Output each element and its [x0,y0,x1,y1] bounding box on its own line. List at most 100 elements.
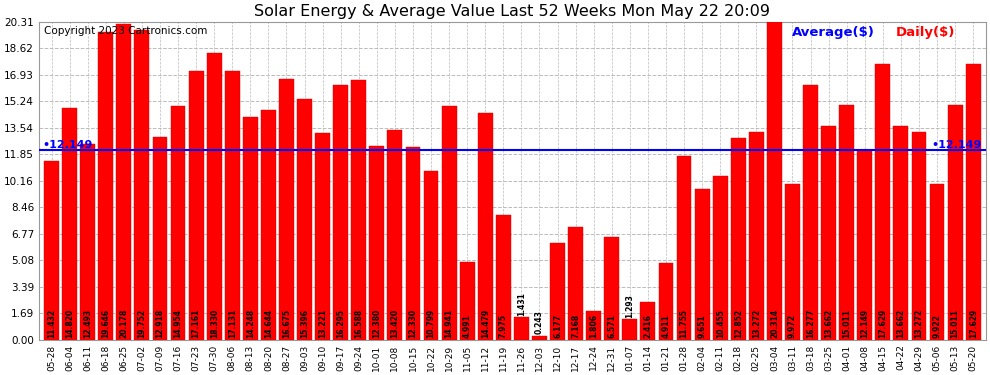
Text: 13.420: 13.420 [390,309,399,338]
Text: 13.221: 13.221 [318,309,327,338]
Text: 12.330: 12.330 [409,309,418,338]
Bar [894,126,908,340]
Bar [459,262,474,340]
Bar [135,30,149,340]
Text: 13.662: 13.662 [896,309,906,338]
Text: 12.380: 12.380 [372,309,381,338]
Text: 14.248: 14.248 [246,309,254,338]
Bar [406,147,421,340]
Bar [947,105,962,340]
Bar [676,156,691,340]
Text: 10.799: 10.799 [427,309,436,338]
Bar [170,106,185,340]
Title: Solar Energy & Average Value Last 52 Weeks Mon May 22 20:09: Solar Energy & Average Value Last 52 Wee… [254,4,770,19]
Bar [424,171,439,340]
Text: 17.161: 17.161 [192,309,201,338]
Text: 9.972: 9.972 [788,314,797,338]
Text: 6.177: 6.177 [553,314,562,338]
Bar [478,113,493,340]
Text: 15.396: 15.396 [300,309,309,338]
Bar [695,189,710,340]
Bar [641,302,655,340]
Text: 14.479: 14.479 [481,309,490,338]
Text: 14.941: 14.941 [445,309,453,338]
Text: 18.330: 18.330 [210,309,219,338]
Text: 12.918: 12.918 [155,309,164,338]
Text: 9.922: 9.922 [933,314,941,338]
Text: 4.911: 4.911 [661,314,670,338]
Bar [351,80,366,340]
Bar [785,184,800,340]
Text: 0.243: 0.243 [535,310,544,334]
Text: 4.991: 4.991 [462,314,471,338]
Text: 16.588: 16.588 [354,309,363,338]
Bar [586,312,601,340]
Text: 12.852: 12.852 [734,309,742,338]
Text: 1.806: 1.806 [589,314,598,338]
Bar [62,108,77,340]
Text: 12.493: 12.493 [83,309,92,338]
Text: 13.662: 13.662 [824,309,834,338]
Text: •12.149: •12.149 [932,140,982,150]
Bar [279,79,294,340]
Bar [713,176,728,340]
Bar [189,71,204,340]
Text: Average($): Average($) [792,27,874,39]
Bar [767,22,782,340]
Bar [840,105,854,340]
Bar [550,243,565,340]
Bar [821,126,836,340]
Bar [803,85,818,340]
Bar [568,228,583,340]
Bar [243,117,257,340]
Bar [604,237,619,340]
Text: 16.675: 16.675 [282,309,291,338]
Text: 14.954: 14.954 [173,309,182,338]
Bar [748,132,763,340]
Text: 2.416: 2.416 [644,314,652,338]
Bar [225,72,240,340]
Text: •12.149: •12.149 [43,140,93,150]
Text: 13.272: 13.272 [915,309,924,338]
Text: 14.644: 14.644 [264,309,273,338]
Bar [857,150,872,340]
Bar [261,110,276,340]
Bar [315,133,330,340]
Text: 1.431: 1.431 [517,292,526,316]
Bar [297,99,312,340]
Text: Daily($): Daily($) [896,27,955,39]
Bar [387,130,402,340]
Bar [532,336,546,340]
Text: 14.820: 14.820 [65,309,74,338]
Bar [731,138,745,340]
Text: 17.629: 17.629 [878,309,887,338]
Bar [912,132,927,340]
Text: 15.011: 15.011 [842,309,851,338]
Bar [80,144,95,340]
Bar [658,263,673,340]
Text: 1.293: 1.293 [626,294,635,318]
Text: 20.314: 20.314 [770,309,779,338]
Text: 9.651: 9.651 [698,314,707,338]
Text: 7.975: 7.975 [499,314,508,338]
Bar [152,138,167,340]
Bar [875,64,890,340]
Text: 11.755: 11.755 [679,309,688,338]
Bar [966,64,980,340]
Text: Copyright 2023 Cartronics.com: Copyright 2023 Cartronics.com [44,27,207,36]
Bar [930,184,944,340]
Bar [98,32,113,340]
Text: 12.149: 12.149 [860,309,869,338]
Bar [369,146,384,340]
Bar [514,317,529,340]
Bar [623,320,638,340]
Text: 7.168: 7.168 [571,314,580,338]
Text: 19.752: 19.752 [138,309,147,338]
Text: 20.178: 20.178 [120,309,129,338]
Text: 11.432: 11.432 [48,309,56,338]
Bar [496,215,511,340]
Bar [207,53,222,340]
Bar [45,161,59,340]
Text: 19.646: 19.646 [101,309,110,338]
Text: 15.011: 15.011 [950,309,959,338]
